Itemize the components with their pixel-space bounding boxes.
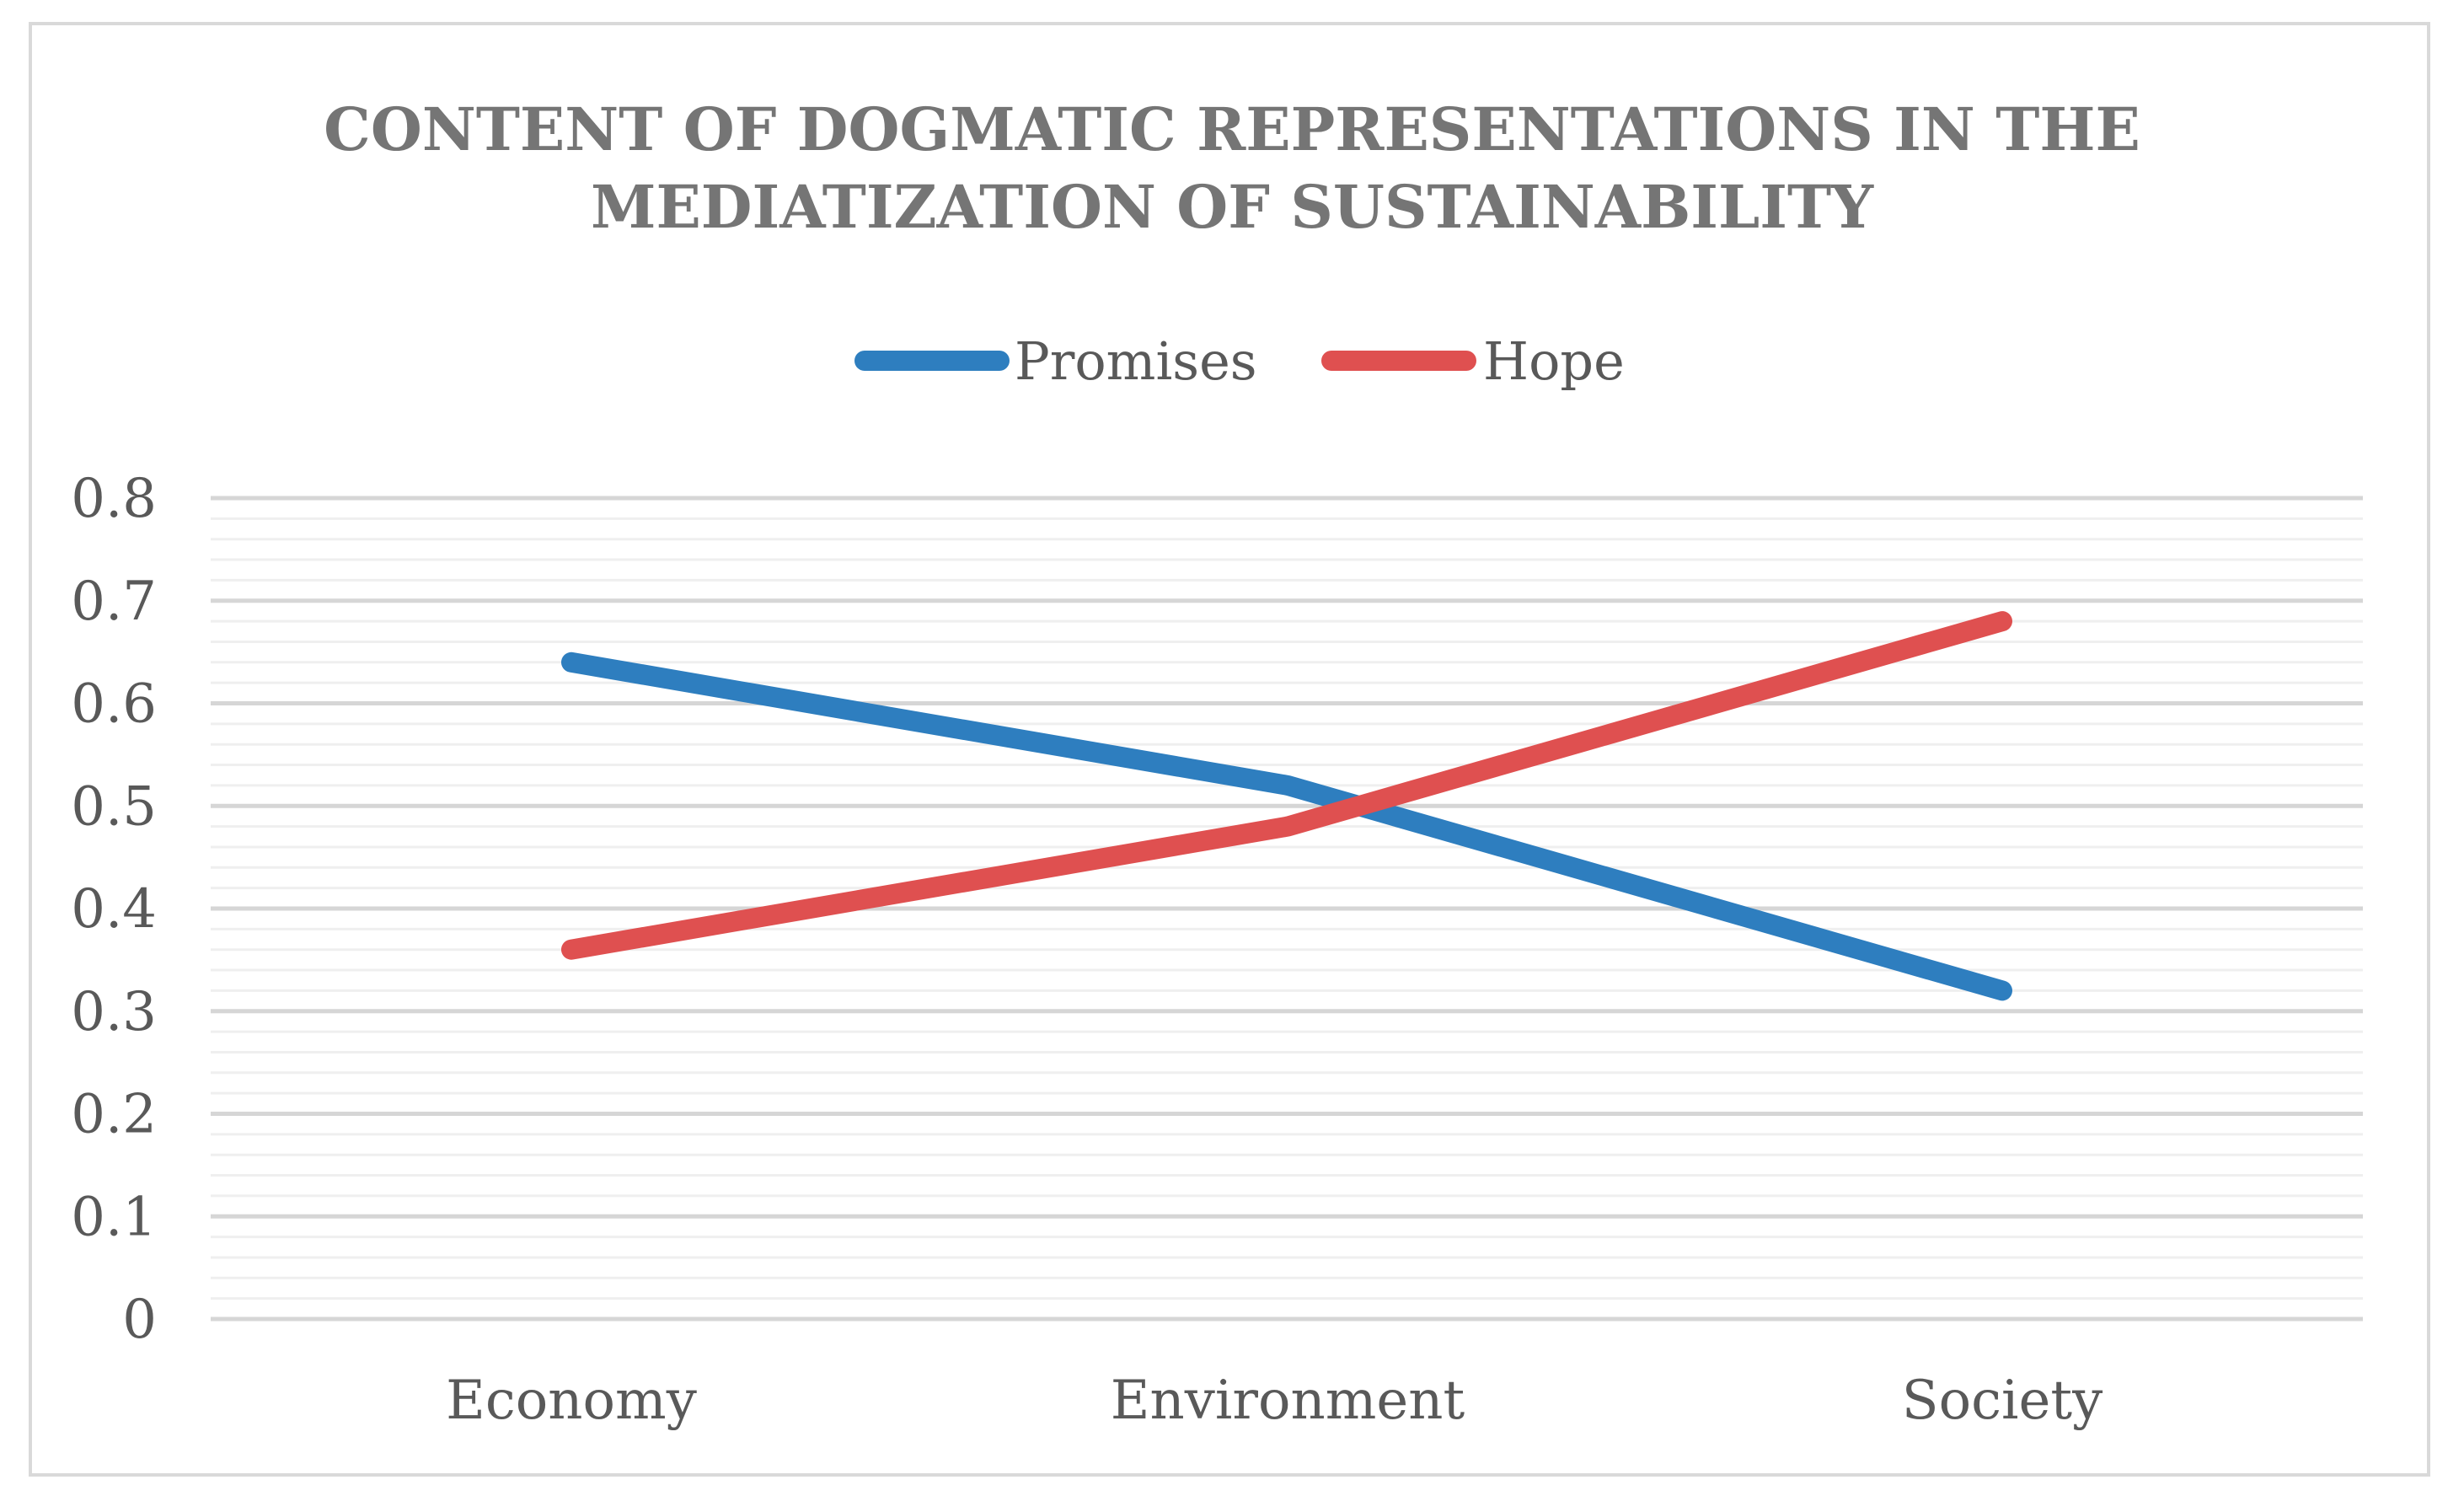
- series-lines: [561, 611, 2012, 1001]
- chart-frame: [29, 22, 2430, 1477]
- y-tick-label: 0.3: [71, 981, 157, 1043]
- y-tick-label: 0.5: [71, 775, 157, 838]
- y-tick-label: 0.8: [71, 468, 157, 530]
- y-tick-label: 0.2: [71, 1084, 157, 1146]
- y-tick-label: 0.1: [71, 1186, 157, 1248]
- legend-label-hope: Hope: [1483, 330, 1625, 392]
- y-tick-label: 0.4: [71, 878, 157, 941]
- chart-title-line-2: MEDIATIZATION OF SUSTAINABILITY: [591, 172, 1874, 242]
- chart-title-line-1: CONTENT OF DOGMATIC REPRESENTATIONS IN T…: [324, 94, 2140, 164]
- series-line-promises: [561, 651, 2012, 1001]
- legend-label-promises: Promises: [1015, 330, 1257, 392]
- y-tick-label: 0.6: [71, 673, 157, 736]
- x-axis-ticks: Economy Environment Society: [446, 1370, 2102, 1432]
- gridlines: [211, 496, 2363, 1322]
- series-line-hope: [561, 611, 2012, 960]
- legend: Promises Hope: [854, 330, 1625, 392]
- x-tick-label-environment: Environment: [1111, 1370, 1465, 1432]
- x-tick-label-society: Society: [1902, 1370, 2102, 1432]
- y-axis-ticks: 0 0.1 0.2 0.3 0.4 0.5 0.6 0.7 0.8: [71, 468, 157, 1351]
- y-tick-label: 0.7: [71, 571, 157, 633]
- y-tick-label: 0: [122, 1289, 157, 1351]
- x-tick-label-economy: Economy: [446, 1370, 697, 1432]
